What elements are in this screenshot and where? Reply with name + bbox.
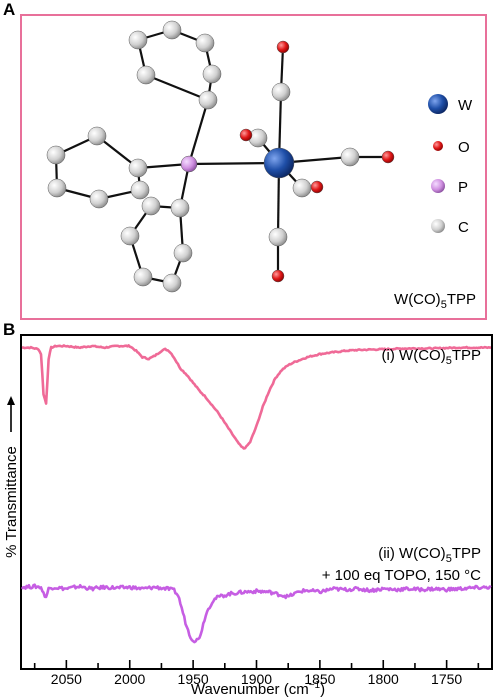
x-tick-label: 1900 (241, 671, 272, 687)
legend-label-o: O (458, 139, 470, 156)
tungsten-atom (263, 147, 295, 179)
tungsten-atom-legend-icon (428, 94, 448, 114)
carbon-atom (198, 90, 218, 110)
y-axis-title-group: % Transmittance (3, 446, 20, 558)
x-tick-label: 1750 (431, 671, 462, 687)
carbon-atom (128, 158, 148, 178)
series-label-i: (i) W(CO)5TPP (382, 347, 481, 367)
carbon-atom (46, 145, 66, 165)
x-tick-label: 2050 (51, 671, 82, 687)
oxygen-atom-legend-icon (433, 141, 443, 151)
carbon-atom (47, 178, 67, 198)
carbon-atom-legend-icon (431, 219, 445, 233)
series-label-ii-line2: + 100 eq TOPO, 150 °C (322, 567, 481, 584)
oxygen-atom (276, 40, 290, 54)
carbon-atom (170, 198, 190, 218)
series-line-1 (21, 344, 492, 450)
carbon-atom (173, 243, 193, 263)
phosphorus-atom-legend-icon (431, 179, 445, 193)
panel-a-frame (20, 14, 487, 320)
carbon-atom (271, 82, 291, 102)
oxygen-atom (271, 269, 285, 283)
panel-a-letter: A (3, 0, 16, 19)
carbon-atom (120, 226, 140, 246)
phosphorus-atom (180, 155, 198, 173)
carbon-atom (128, 30, 148, 50)
bond (187, 99, 210, 165)
carbon-atom (195, 33, 215, 53)
carbon-atom (87, 126, 107, 146)
bond (145, 73, 209, 102)
panel-b-letter: B (3, 320, 16, 339)
x-axis-title: Wavenumber (cm−1) (191, 680, 325, 698)
series-line-2 (20, 583, 492, 644)
legend-label-c: C (458, 219, 469, 236)
carbon-atom (130, 180, 150, 200)
carbon-atom (162, 20, 182, 40)
arrow-up-icon (7, 396, 15, 432)
carbon-atom (141, 196, 161, 216)
oxygen-atom (310, 180, 324, 194)
molecule-atoms (46, 20, 395, 293)
x-tick-label: 1800 (368, 671, 399, 687)
atom-legend: W O P C (428, 94, 473, 236)
x-tick-label: 1850 (304, 671, 335, 687)
x-tick-label: 1950 (178, 671, 209, 687)
legend-label-p: P (458, 179, 468, 196)
carbon-atom (202, 64, 222, 84)
carbon-atom (136, 65, 156, 85)
carbon-atom (268, 227, 288, 247)
ir-chart-frame (20, 334, 493, 670)
molecule-structure: W O P C W(CO)5TPP (46, 20, 476, 311)
y-axis-title: % Transmittance (3, 446, 20, 558)
carbon-atom (340, 147, 360, 167)
series-label-ii: (ii) W(CO)5TPP (378, 545, 481, 565)
legend-label-w: W (458, 97, 473, 114)
x-tick-label: 2000 (114, 671, 145, 687)
carbon-atom (133, 267, 153, 287)
carbon-atom (162, 273, 182, 293)
oxygen-atom (381, 150, 395, 164)
carbon-atom (89, 189, 109, 209)
panel-a-caption: W(CO)5TPP (394, 291, 476, 311)
oxygen-atom (239, 128, 253, 142)
